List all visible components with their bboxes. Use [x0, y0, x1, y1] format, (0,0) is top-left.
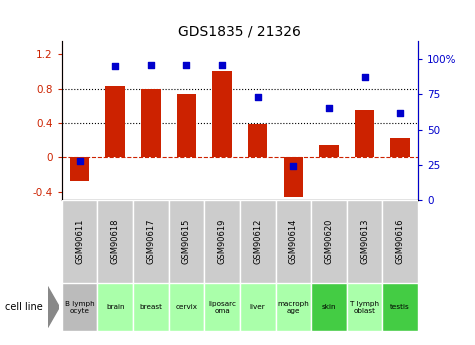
Bar: [390, 138, 410, 157]
Bar: [276, 200, 311, 283]
Bar: [97, 200, 133, 283]
Text: brain: brain: [106, 304, 124, 310]
Polygon shape: [48, 286, 59, 328]
Bar: [62, 283, 97, 331]
Bar: [382, 200, 418, 283]
Point: [396, 110, 404, 115]
Text: GSM90620: GSM90620: [324, 219, 333, 264]
Text: cervix: cervix: [175, 304, 198, 310]
Bar: [347, 200, 382, 283]
Text: liposarc
oma: liposarc oma: [208, 300, 236, 314]
Text: B lymph
ocyte: B lymph ocyte: [65, 300, 95, 314]
Text: GSM90616: GSM90616: [396, 219, 405, 264]
Bar: [355, 110, 374, 157]
Text: T lymph
oblast: T lymph oblast: [350, 300, 379, 314]
Point: [147, 62, 155, 67]
Point: [361, 75, 369, 80]
Text: GSM90611: GSM90611: [75, 219, 84, 264]
Text: breast: breast: [139, 304, 162, 310]
Point: [254, 95, 261, 100]
Text: skin: skin: [322, 304, 336, 310]
Bar: [169, 283, 204, 331]
Text: cell line: cell line: [5, 302, 42, 312]
Text: macroph
age: macroph age: [277, 300, 309, 314]
Bar: [133, 200, 169, 283]
Text: GSM90613: GSM90613: [360, 219, 369, 264]
Text: GSM90618: GSM90618: [111, 219, 120, 264]
Bar: [97, 283, 133, 331]
Bar: [204, 200, 240, 283]
Title: GDS1835 / 21326: GDS1835 / 21326: [179, 25, 301, 39]
Bar: [177, 94, 196, 157]
Bar: [311, 283, 347, 331]
Bar: [311, 200, 347, 283]
Point: [182, 62, 190, 67]
Point: [289, 164, 297, 169]
Bar: [240, 200, 276, 283]
Bar: [347, 283, 382, 331]
Point: [76, 158, 84, 164]
Bar: [141, 89, 161, 157]
Bar: [133, 283, 169, 331]
Text: GSM90619: GSM90619: [218, 219, 227, 264]
Bar: [382, 283, 418, 331]
Bar: [204, 283, 240, 331]
Bar: [62, 200, 97, 283]
Text: testis: testis: [390, 304, 410, 310]
Bar: [284, 157, 303, 197]
Bar: [169, 200, 204, 283]
Text: GSM90615: GSM90615: [182, 219, 191, 264]
Text: GSM90614: GSM90614: [289, 219, 298, 264]
Bar: [276, 283, 311, 331]
Bar: [248, 124, 267, 157]
Bar: [319, 145, 339, 157]
Point: [111, 63, 119, 69]
Bar: [105, 86, 125, 157]
Point: [218, 62, 226, 67]
Text: GSM90617: GSM90617: [146, 219, 155, 264]
Bar: [240, 283, 276, 331]
Bar: [70, 157, 89, 181]
Point: [325, 106, 332, 111]
Bar: [212, 71, 232, 157]
Text: liver: liver: [250, 304, 266, 310]
Text: GSM90612: GSM90612: [253, 219, 262, 264]
